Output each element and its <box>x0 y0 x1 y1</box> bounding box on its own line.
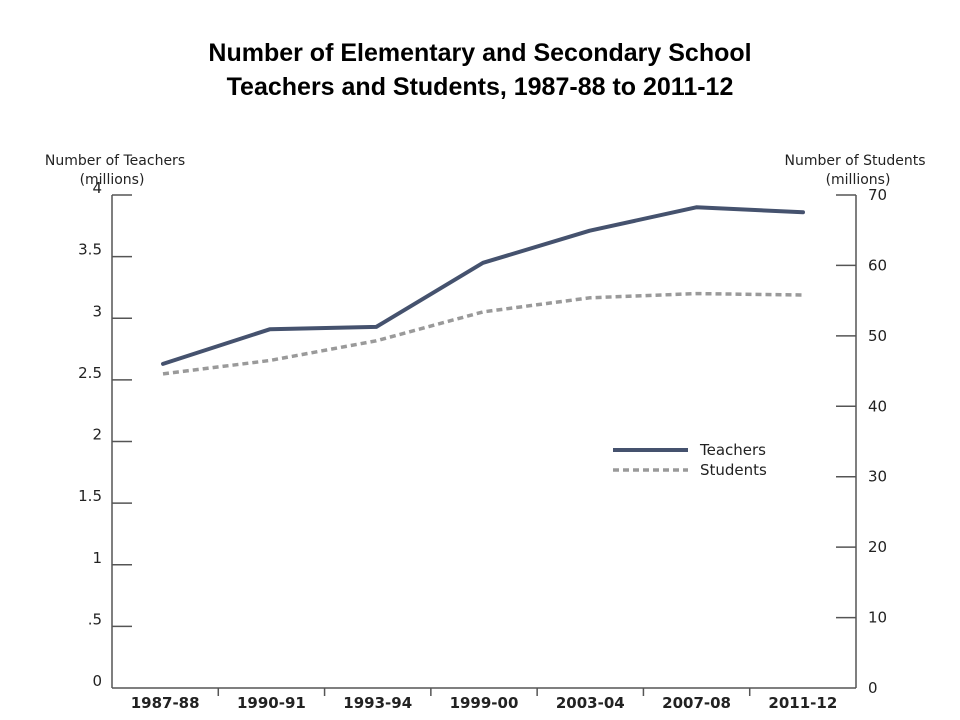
right-axis-title-line-1: Number of Students <box>784 153 925 169</box>
series-line-teachers <box>161 205 805 366</box>
series-layer <box>161 205 805 376</box>
series-line-students <box>162 291 804 376</box>
chart-title-line-1: Number of Elementary and Secondary Schoo… <box>208 39 752 67</box>
left-tick-label: .5 <box>88 610 102 628</box>
right-tick-label: 30 <box>868 468 887 486</box>
x-tick-label: 2003-04 <box>556 694 625 712</box>
right-tick-label: 20 <box>868 538 887 556</box>
x-tick-label: 1999-00 <box>450 694 519 712</box>
chart-title-line-2: Teachers and Students, 1987-88 to 2011-1… <box>226 73 734 101</box>
chart-title: Number of Elementary and Secondary Schoo… <box>0 36 960 104</box>
x-tick-label: 2011-12 <box>768 694 837 712</box>
left-tick-label: 3 <box>92 302 102 320</box>
right-tick-label: 50 <box>868 327 887 345</box>
x-tick-label: 1990-91 <box>237 694 306 712</box>
left-tick-label: 1 <box>92 549 102 567</box>
x-tick-label: 2007-08 <box>662 694 731 712</box>
left-tick-label: 1.5 <box>78 487 102 505</box>
right-tick-label: 60 <box>868 256 887 274</box>
left-tick-label: 2 <box>92 426 102 444</box>
left-tick-label: 0 <box>92 672 102 690</box>
legend-label-teachers: Teachers <box>699 441 766 459</box>
x-tick-label: 1987-88 <box>131 694 200 712</box>
left-tick-label: 4 <box>92 179 102 197</box>
x-tick-label: 1993-94 <box>343 694 412 712</box>
left-axis-title-line-2: (millions) <box>80 172 145 188</box>
right-tick-label: 40 <box>868 397 887 415</box>
right-tick-label: 70 <box>868 186 887 204</box>
left-tick-label: 3.5 <box>78 241 102 259</box>
left-axis-title-line-1: Number of Teachers <box>45 153 185 169</box>
right-tick-label: 10 <box>868 609 887 627</box>
right-tick-label: 0 <box>868 679 878 697</box>
legend-label-students: Students <box>700 461 767 479</box>
legend: Teachers Students <box>613 441 767 479</box>
left-tick-label: 2.5 <box>78 364 102 382</box>
right-axis-title-line-2: (millions) <box>826 172 891 188</box>
